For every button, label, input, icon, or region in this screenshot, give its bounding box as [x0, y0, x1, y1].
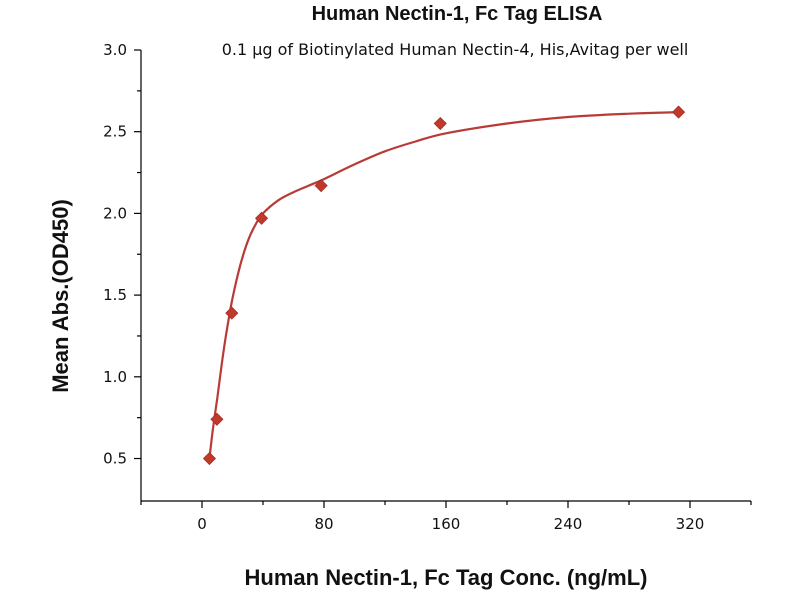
x-tick-label: 320 [676, 515, 705, 533]
data-point [202, 451, 217, 466]
y-tick-label: 1.5 [103, 286, 127, 304]
y-axis-label: Mean Abs.(OD450) [48, 199, 73, 393]
data-point [314, 179, 328, 193]
y-tick-label: 0.5 [103, 450, 127, 468]
y-tick-label: 1.0 [103, 368, 127, 386]
data-point [671, 105, 686, 119]
data-point [210, 412, 224, 426]
fit-curve-layer [208, 111, 679, 459]
data-points-layer [202, 105, 686, 466]
x-tick-label: 160 [432, 515, 461, 533]
fit-curve [208, 111, 679, 459]
x-tick-label: 240 [554, 515, 583, 533]
data-point [433, 116, 447, 131]
x-axis-label: Human Nectin-1, Fc Tag Conc. (ng/mL) [245, 565, 648, 590]
chart-subtitle: 0.1 μg of Biotinylated Human Nectin-4, H… [222, 40, 689, 59]
y-tick-label: 2.0 [103, 204, 127, 222]
chart-title: Human Nectin-1, Fc Tag ELISA [312, 3, 603, 25]
y-tick-label: 3.0 [103, 41, 127, 59]
y-tick-label: 2.5 [103, 123, 127, 141]
axes: 0.5 1.0 1.5 2.0 2.5 3.0 0 80 160 240 320 [103, 41, 752, 533]
x-tick-label: 0 [197, 515, 207, 533]
data-point [255, 211, 269, 225]
data-point [225, 306, 239, 320]
x-tick-label: 80 [314, 515, 333, 533]
